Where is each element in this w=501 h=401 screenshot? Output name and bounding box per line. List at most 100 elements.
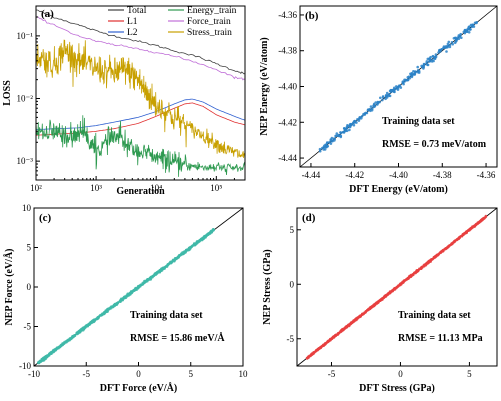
plot-frame-d bbox=[296, 207, 498, 367]
data-point bbox=[466, 27, 470, 31]
data-point bbox=[357, 119, 361, 122]
data-point bbox=[450, 41, 454, 44]
data-point bbox=[448, 43, 452, 47]
data-point bbox=[344, 325, 348, 329]
data-point bbox=[337, 134, 341, 138]
data-point bbox=[481, 218, 485, 221]
data-point bbox=[179, 253, 183, 257]
data-point bbox=[428, 59, 432, 63]
data-point bbox=[100, 313, 103, 317]
series-line-total bbox=[35, 9, 246, 75]
data-point bbox=[443, 248, 447, 251]
data-point bbox=[392, 287, 396, 291]
data-point bbox=[325, 341, 329, 344]
x-tick-label: 10 bbox=[239, 369, 249, 379]
data-point bbox=[431, 58, 434, 62]
x-tick-label: -4.44 bbox=[302, 170, 321, 180]
data-point bbox=[369, 109, 372, 113]
data-point bbox=[345, 125, 349, 129]
annotation-dataset: Training data set bbox=[382, 116, 455, 127]
data-point bbox=[413, 72, 416, 76]
plot-frame-a bbox=[35, 5, 246, 181]
x-axis-label: Generation bbox=[116, 186, 165, 197]
data-point bbox=[43, 355, 47, 359]
data-point bbox=[381, 96, 385, 99]
data-point bbox=[355, 318, 358, 322]
data-point bbox=[335, 134, 338, 138]
data-point bbox=[137, 285, 140, 288]
data-point bbox=[336, 332, 340, 335]
data-point bbox=[323, 343, 327, 346]
x-tick-label: 10³ bbox=[90, 183, 102, 193]
x-tick-label: -4.40 bbox=[389, 170, 408, 180]
data-point bbox=[446, 42, 450, 46]
data-point bbox=[471, 23, 475, 27]
data-point bbox=[59, 344, 63, 348]
data-point bbox=[94, 318, 97, 321]
data-point bbox=[385, 294, 388, 297]
panel-c: -10-10 -5 -5 0 0 5 5 10 10 DFT Force (eV/Å) NEP Fo… bbox=[3, 203, 248, 394]
data-point bbox=[409, 72, 412, 76]
data-point bbox=[402, 82, 405, 86]
y-tick-label: -5 bbox=[287, 334, 295, 344]
data-point bbox=[468, 28, 472, 31]
data-point bbox=[106, 307, 110, 311]
data-point bbox=[422, 62, 426, 66]
series-line-force-train bbox=[35, 16, 246, 81]
data-point bbox=[367, 307, 371, 311]
y-tick-label: 10 bbox=[22, 203, 32, 213]
data-point bbox=[72, 335, 75, 338]
data-point bbox=[194, 242, 197, 246]
legend-label: L1 bbox=[127, 17, 138, 27]
legend-label: Force_train bbox=[187, 17, 231, 27]
data-point bbox=[467, 31, 471, 34]
y-axis-label: NEP Force (eV/Å) bbox=[3, 248, 15, 325]
data-point bbox=[89, 321, 92, 324]
data-point bbox=[372, 104, 375, 107]
x-tick-label: 10⁴ bbox=[150, 183, 162, 193]
data-point bbox=[333, 137, 337, 141]
x-tick-label: 5 bbox=[467, 369, 472, 379]
y-tick-label: -4.40 bbox=[278, 82, 297, 92]
legend-label: Total bbox=[127, 6, 147, 16]
panel-b: -4.44 -4.44 -4.42 -4.42 -4.40 -4.40 -4.38 -4.38… bbox=[259, 5, 498, 195]
data-point bbox=[177, 255, 180, 259]
data-point bbox=[49, 351, 52, 355]
series-line-stress-train bbox=[35, 39, 246, 158]
data-point bbox=[416, 69, 420, 72]
data-point bbox=[353, 121, 357, 124]
data-point bbox=[184, 249, 188, 253]
data-point bbox=[154, 272, 157, 276]
data-point bbox=[406, 76, 410, 79]
data-point bbox=[379, 96, 382, 100]
data-point bbox=[87, 323, 90, 326]
data-point bbox=[374, 101, 378, 104]
data-point bbox=[447, 40, 451, 44]
data-point bbox=[329, 138, 333, 141]
data-point bbox=[381, 98, 384, 102]
data-point bbox=[81, 327, 85, 331]
y-tick-label: -4.42 bbox=[278, 117, 297, 127]
data-point bbox=[414, 270, 418, 274]
panel-label-d: (d) bbox=[302, 212, 316, 224]
data-point bbox=[305, 357, 309, 360]
data-point bbox=[339, 135, 343, 139]
data-point bbox=[384, 97, 387, 101]
data-point bbox=[366, 108, 370, 112]
data-point bbox=[352, 123, 356, 127]
data-point bbox=[37, 361, 41, 364]
data-point bbox=[446, 245, 450, 248]
data-point bbox=[453, 41, 457, 45]
panel-label-a: (a) bbox=[41, 8, 54, 20]
y-tick-label: 0 bbox=[290, 279, 295, 289]
data-point bbox=[455, 39, 458, 42]
data-point bbox=[369, 105, 373, 108]
data-point bbox=[362, 113, 365, 116]
data-point bbox=[318, 347, 322, 350]
panel-d: -5 -5 0 0 5 5 DFT Stress (GPa) NEP Stress (GPa)… bbox=[262, 207, 498, 394]
data-point bbox=[79, 328, 82, 332]
data-point bbox=[465, 231, 468, 234]
data-point bbox=[376, 100, 380, 104]
data-point bbox=[85, 325, 88, 328]
